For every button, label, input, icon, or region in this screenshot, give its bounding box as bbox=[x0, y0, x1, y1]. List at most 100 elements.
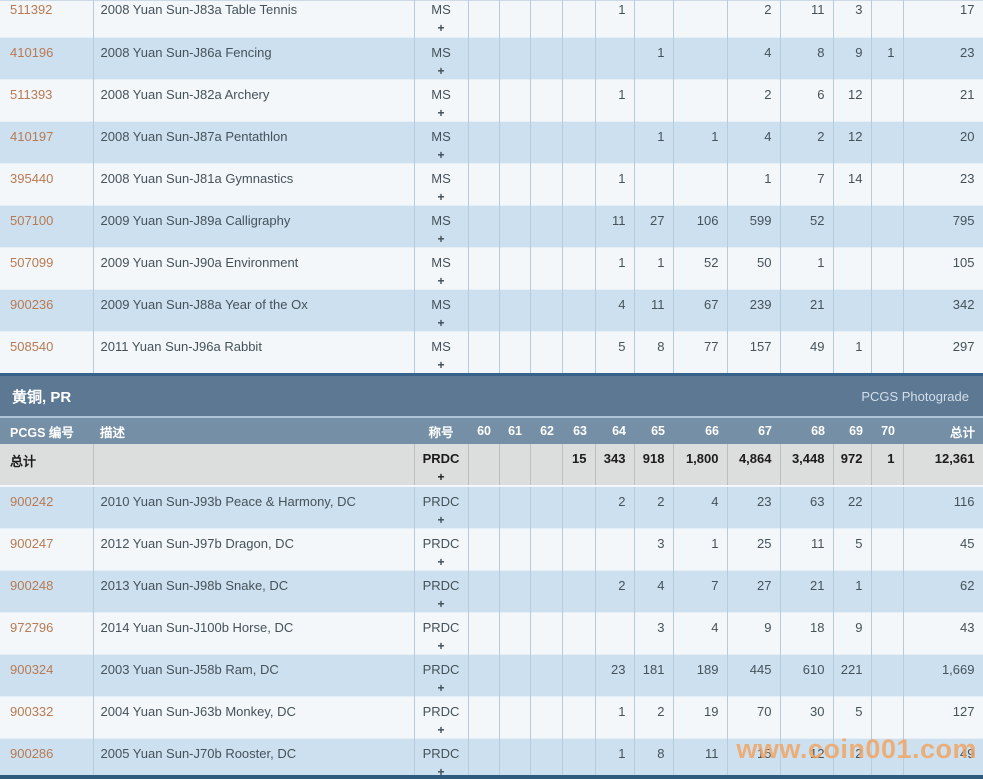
grade-62-count bbox=[530, 289, 563, 332]
pcgs-number-link[interactable]: 511392 bbox=[10, 2, 53, 17]
grade-70-count bbox=[871, 79, 904, 122]
coin-description: 2004 Yuan Sun-J63b Monkey, DC bbox=[93, 696, 415, 739]
pcgs-number-link[interactable]: 972796 bbox=[10, 620, 54, 635]
grade-62-count bbox=[530, 121, 563, 164]
grade-62-count bbox=[530, 247, 563, 290]
designation-label: PRDC bbox=[422, 494, 460, 509]
grade-64-count: 1 bbox=[595, 247, 635, 290]
pcgs-number-cell: 972796 bbox=[0, 612, 94, 655]
grade-60-count bbox=[468, 331, 500, 375]
pcgs-number-cell: 410197 bbox=[0, 121, 94, 164]
grade-62-count bbox=[530, 612, 563, 655]
pcgs-number-link[interactable]: 900236 bbox=[10, 297, 54, 312]
pcgs-number-link[interactable]: 410197 bbox=[10, 129, 54, 144]
designation-cell: PRDC + bbox=[414, 444, 469, 487]
grade-69-count: 9 bbox=[833, 37, 872, 80]
grade-69-count: 12 bbox=[833, 79, 872, 122]
total-label: 总计 bbox=[0, 444, 94, 487]
grade-70-count bbox=[871, 289, 904, 332]
grade-60-count bbox=[468, 738, 500, 779]
pcgs-number-link[interactable]: 900242 bbox=[10, 494, 54, 509]
grade-63-count bbox=[562, 289, 596, 332]
grade-61-count bbox=[499, 612, 531, 655]
photograde-link[interactable]: PCGS Photograde bbox=[861, 388, 969, 404]
plus-indicator: + bbox=[437, 681, 445, 695]
grade-65-count: 27 bbox=[634, 205, 674, 248]
total-count: 21 bbox=[903, 79, 983, 122]
grade-67-count: 23 bbox=[727, 485, 781, 529]
pcgs-number-link[interactable]: 508540 bbox=[10, 339, 54, 354]
grade-61-count bbox=[499, 247, 531, 290]
pcgs-number-cell: 507099 bbox=[0, 247, 94, 290]
designation-label: MS bbox=[431, 255, 451, 270]
designation-label: PRDC bbox=[422, 662, 460, 677]
pcgs-number-link[interactable]: 507099 bbox=[10, 255, 54, 270]
coin-description: 2008 Yuan Sun-J82a Archery bbox=[93, 79, 415, 122]
designation-label: MS bbox=[431, 339, 451, 354]
pcgs-number-link[interactable]: 900248 bbox=[10, 578, 54, 593]
col-header-63: 63 bbox=[562, 418, 595, 444]
grade-60-count bbox=[468, 528, 500, 571]
designation-cell: PRDC + bbox=[414, 528, 469, 571]
grade-63-count bbox=[562, 247, 596, 290]
pcgs-number-link[interactable]: 900286 bbox=[10, 746, 54, 761]
grade-66-count: 7 bbox=[673, 570, 728, 613]
grade-61-count bbox=[499, 570, 531, 613]
coin-description: 2008 Yuan Sun-J83a Table Tennis bbox=[93, 0, 415, 38]
col-header-66: 66 bbox=[673, 418, 727, 444]
grade-69-count: 12 bbox=[833, 121, 872, 164]
designation-label: PRDC bbox=[422, 536, 460, 551]
total-count: 297 bbox=[903, 331, 983, 375]
pcgs-number-cell: 900248 bbox=[0, 570, 94, 613]
grade-65-count: 8 bbox=[634, 331, 674, 375]
table-row: 900242 2010 Yuan Sun-J93b Peace & Harmony… bbox=[0, 485, 983, 529]
grade-65-count: 918 bbox=[634, 444, 674, 487]
grade-62-count bbox=[530, 79, 563, 122]
grade-62-count bbox=[530, 205, 563, 248]
pcgs-number-link[interactable]: 395440 bbox=[10, 171, 54, 186]
table-row: 900332 2004 Yuan Sun-J63b Monkey, DC PRDC +… bbox=[0, 696, 983, 739]
grade-65-count: 4 bbox=[634, 570, 674, 613]
designation-cell: MS + bbox=[414, 0, 469, 38]
pcgs-number-cell: 410196 bbox=[0, 37, 94, 80]
grade-66-count bbox=[673, 163, 728, 206]
table-row: 507099 2009 Yuan Sun-J90a Environment MS +1… bbox=[0, 247, 983, 290]
grade-63-count bbox=[562, 163, 596, 206]
grade-61-count bbox=[499, 331, 531, 375]
grade-65-count: 181 bbox=[634, 654, 674, 697]
pcgs-number-link[interactable]: 410196 bbox=[10, 45, 54, 60]
pcgs-number-cell: 900324 bbox=[0, 654, 94, 697]
total-count: 49 bbox=[903, 738, 983, 779]
grade-60-count bbox=[468, 612, 500, 655]
grade-60-count bbox=[468, 79, 500, 122]
table-row: 410196 2008 Yuan Sun-J86a Fencing MS +1 4 8 9 1… bbox=[0, 37, 983, 80]
grade-63-count bbox=[562, 37, 596, 80]
grade-61-count bbox=[499, 289, 531, 332]
designation-label: PRDC bbox=[422, 451, 460, 466]
grade-60-count bbox=[468, 0, 500, 38]
table-row: 900236 2009 Yuan Sun-J88a Year of the Ox M… bbox=[0, 289, 983, 332]
coin-description: 2011 Yuan Sun-J96a Rabbit bbox=[93, 331, 415, 375]
pcgs-number-link[interactable]: 900324 bbox=[10, 662, 54, 677]
plus-indicator: + bbox=[437, 316, 445, 330]
plus-indicator: + bbox=[437, 723, 445, 737]
grade-66-count: 1,800 bbox=[673, 444, 728, 487]
pcgs-number-link[interactable]: 507100 bbox=[10, 213, 54, 228]
grade-69-count: 1 bbox=[833, 331, 872, 375]
table-row: 507100 2009 Yuan Sun-J89a Calligraphy MS +1… bbox=[0, 205, 983, 248]
pcgs-number-link[interactable]: 900247 bbox=[10, 536, 54, 551]
grade-65-count bbox=[634, 0, 674, 38]
plus-indicator: + bbox=[437, 274, 445, 288]
pcgs-number-cell: 900286 bbox=[0, 738, 94, 779]
table-bottom-border bbox=[0, 775, 983, 779]
pcgs-number-link[interactable]: 900332 bbox=[10, 704, 54, 719]
grade-62-count bbox=[530, 331, 563, 375]
grade-66-count: 106 bbox=[673, 205, 728, 248]
coin-description: 2008 Yuan Sun-J86a Fencing bbox=[93, 37, 415, 80]
grade-66-count bbox=[673, 0, 728, 38]
grade-61-count bbox=[499, 0, 531, 38]
col-header-68: 68 bbox=[780, 418, 833, 444]
grade-61-count bbox=[499, 528, 531, 571]
pcgs-number-link[interactable]: 511393 bbox=[10, 87, 53, 102]
grade-68-count: 8 bbox=[780, 37, 834, 80]
